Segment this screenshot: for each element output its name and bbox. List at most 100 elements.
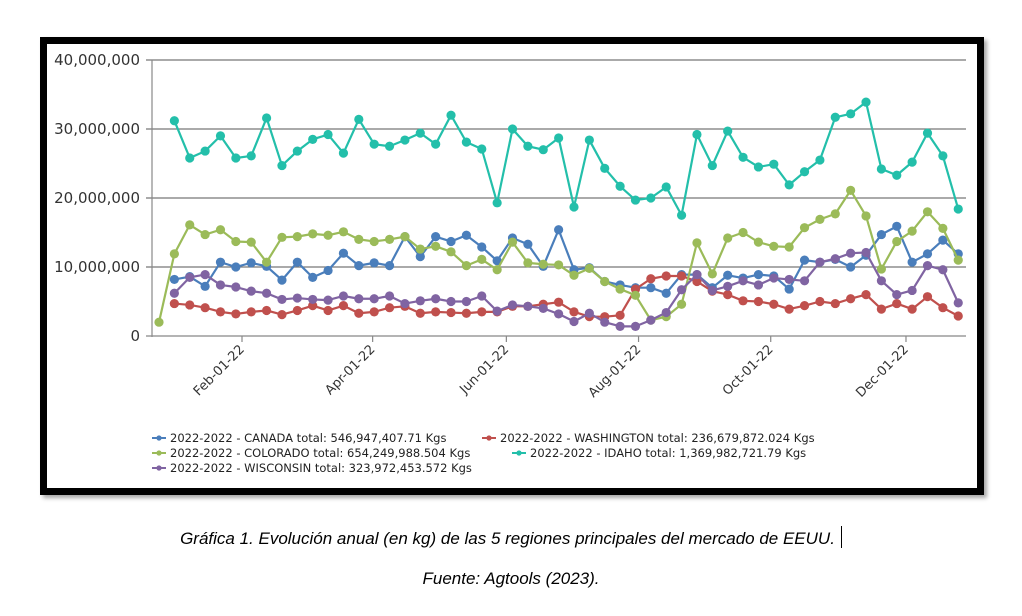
data-point (507, 237, 518, 247)
data-point (308, 134, 318, 144)
data-point (492, 306, 502, 316)
y-tick-label: 10,000,000 (54, 258, 140, 276)
data-point (461, 137, 471, 147)
data-point (477, 291, 487, 301)
data-point (384, 141, 395, 151)
data-point (431, 294, 441, 304)
legend-marker-dot (156, 450, 162, 456)
x-tick-label: Apr-01-22 (323, 342, 379, 398)
data-point (523, 301, 533, 311)
data-point (200, 146, 210, 156)
data-point (784, 242, 794, 252)
data-point (646, 283, 656, 293)
data-point (692, 276, 702, 287)
data-point (261, 288, 272, 298)
data-point (200, 281, 210, 291)
data-point (907, 257, 917, 267)
data-point (169, 249, 179, 259)
data-point (477, 254, 487, 265)
data-point (215, 257, 226, 267)
data-point (646, 274, 656, 284)
data-point (846, 185, 856, 196)
data-point (215, 225, 226, 235)
legend-label: 2022-2022 - CANADA total: 546,947,407.71… (170, 431, 446, 445)
y-tick-label: 20,000,000 (54, 189, 140, 207)
data-point (953, 298, 963, 308)
series-line (173, 100, 960, 217)
data-point (799, 255, 810, 265)
data-point (185, 220, 195, 230)
data-point (861, 97, 871, 107)
data-point (876, 164, 886, 174)
data-point (523, 141, 533, 151)
legend-item: 2022-2022 - WISCONSIN total: 323,972,453… (152, 461, 472, 475)
data-point (738, 296, 748, 306)
data-point (830, 112, 840, 122)
data-point (846, 262, 856, 272)
figure-source: Fuente: Agtools (2023). (0, 569, 1022, 589)
data-point (169, 116, 179, 126)
data-point (830, 254, 840, 264)
data-point (938, 303, 948, 313)
data-point (661, 182, 671, 192)
chart-frame (40, 37, 984, 495)
data-point (323, 230, 333, 240)
data-point (907, 157, 917, 167)
y-tick-label: 0 (130, 327, 140, 345)
data-point (799, 167, 810, 177)
data-point (185, 153, 195, 163)
data-point (738, 227, 748, 238)
data-point (415, 296, 425, 306)
data-point (784, 274, 794, 285)
caption-line-1: Gráfica 1. Evolución anual (en kg) de la… (180, 529, 835, 548)
data-point (907, 304, 917, 314)
legend-item: 2022-2022 - WASHINGTON total: 236,679,87… (482, 431, 815, 445)
y-axis-ticks: 0 10,000,000 20,000,000 30,000,000 40,000,00… (54, 51, 140, 345)
data-point (354, 261, 364, 271)
data-point (892, 298, 902, 309)
data-point (892, 170, 902, 180)
x-tick-label: Feb-01-22 (191, 342, 248, 399)
data-point (554, 309, 564, 319)
data-point (431, 307, 441, 317)
data-point (723, 290, 733, 300)
data-point (953, 204, 963, 214)
data-point (246, 237, 256, 247)
legend-marker-dot (486, 435, 492, 441)
data-point (277, 232, 287, 242)
data-point (876, 264, 886, 274)
data-point (953, 311, 963, 321)
data-point (477, 307, 487, 317)
data-point (769, 241, 779, 251)
data-point (185, 272, 195, 282)
data-point (231, 262, 241, 272)
data-point (753, 162, 764, 172)
legend-marker-dot (156, 435, 162, 441)
data-point (600, 317, 610, 327)
data-point (523, 258, 533, 268)
data-point (292, 293, 302, 303)
y-tick-label: 40,000,000 (54, 51, 140, 69)
data-point (615, 284, 625, 294)
caption-line-2: Fuente: Agtools (2023). (422, 569, 600, 588)
axes (146, 60, 966, 337)
data-point (692, 238, 702, 248)
data-point (538, 259, 548, 269)
data-point (799, 223, 810, 233)
data-point (246, 258, 256, 268)
data-point (569, 316, 579, 327)
data-point (523, 239, 533, 249)
data-point (507, 300, 518, 310)
y-tick-label: 30,000,000 (54, 120, 140, 138)
data-point (569, 307, 579, 317)
data-point (876, 276, 886, 286)
data-point (215, 131, 226, 141)
data-point (554, 260, 564, 270)
data-point (431, 232, 441, 242)
data-point (799, 276, 810, 286)
data-point (446, 236, 456, 247)
data-point (630, 290, 641, 300)
series-group (154, 97, 963, 331)
data-point (369, 139, 379, 149)
data-point (846, 294, 856, 304)
